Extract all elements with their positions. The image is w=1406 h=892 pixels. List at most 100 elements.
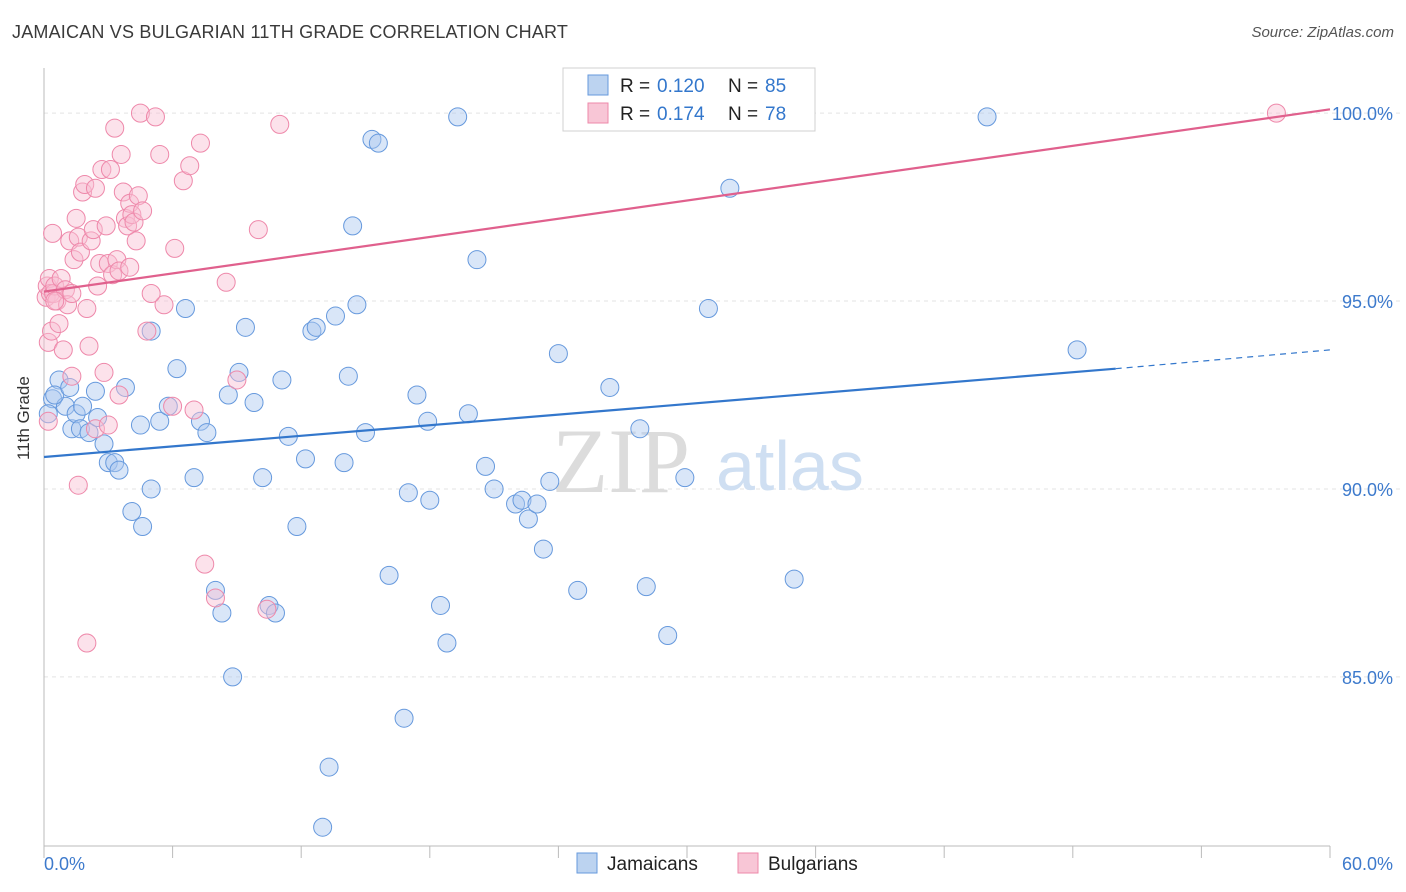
jamaicans-point xyxy=(190,411,210,431)
jamaicans-point xyxy=(229,362,249,382)
jamaicans-point xyxy=(540,471,560,491)
watermark: ZIP atlas xyxy=(552,410,864,512)
jamaicans-point xyxy=(184,468,204,488)
bulgarians-point xyxy=(85,178,105,198)
bulgarians-point xyxy=(120,257,140,277)
bulgarians-point xyxy=(190,133,210,153)
stats-legend-swatch-bulgarians xyxy=(587,102,609,124)
jamaicans-point xyxy=(223,667,243,687)
jamaicans-point xyxy=(122,501,142,521)
jamaicans-point xyxy=(313,817,333,837)
bulgarians-point xyxy=(58,295,78,315)
bulgarians-point xyxy=(130,103,150,123)
jamaicans-trend-line xyxy=(43,367,1116,459)
jamaicans-point xyxy=(407,385,427,405)
bulgarians-point xyxy=(64,250,84,270)
bulgarians-point xyxy=(68,475,88,495)
chart-title: JAMAICAN VS BULGARIAN 11TH GRADE CORRELA… xyxy=(12,22,569,42)
watermark-zip: ZIP xyxy=(552,410,690,512)
jamaicans-point xyxy=(379,565,399,585)
bulgarians-point xyxy=(51,268,71,288)
bulgarians-point xyxy=(49,314,69,334)
bulgarians-point xyxy=(103,265,123,285)
jamaicans-point xyxy=(527,494,547,514)
bulgarians-trend-line xyxy=(43,108,1331,293)
bulgarians-point xyxy=(141,284,161,304)
jamaicans-point xyxy=(85,381,105,401)
jamaicans-point xyxy=(347,295,367,315)
bulgarians-point xyxy=(100,159,120,179)
legend-label-bulgarians[interactable]: Bulgarians xyxy=(768,854,858,875)
bulgarians-point xyxy=(165,238,185,258)
jamaicans-point xyxy=(205,580,225,600)
bulgarians-points xyxy=(36,103,1286,653)
bulgarians-point xyxy=(68,227,88,247)
bulgarians-point xyxy=(216,272,236,292)
jamaicans-point xyxy=(338,366,358,386)
jamaicans-point xyxy=(977,107,997,127)
legend-swatch-bulgarians[interactable] xyxy=(737,852,759,874)
bulgarians-point xyxy=(66,208,86,228)
jamaicans-point xyxy=(476,456,496,476)
jamaicans-point xyxy=(272,370,292,390)
bulgarians-point xyxy=(73,182,93,202)
bulgarians-point xyxy=(42,321,62,341)
stats-legend: R = 0.120 N = 85 R = 0.174 N = 78 xyxy=(562,67,816,132)
bulgarians-point xyxy=(122,205,142,225)
jamaicans-point xyxy=(49,370,69,390)
jamaicans-point xyxy=(437,633,457,653)
jamaicans-point xyxy=(533,539,553,559)
stats-legend-swatch-jamaicans xyxy=(587,74,609,96)
jamaicans-point xyxy=(218,385,238,405)
watermark-atlas: atlas xyxy=(716,427,864,505)
bulgarians-point xyxy=(270,114,290,134)
bulgarians-point xyxy=(128,186,148,206)
bulgarians-point xyxy=(96,216,116,236)
jamaicans-point xyxy=(698,299,718,319)
bulgarians-point xyxy=(133,201,153,221)
jamaicans-point xyxy=(235,317,255,337)
jamaicans-point xyxy=(38,404,58,424)
jamaicans-point xyxy=(98,453,118,473)
bulgarians-point xyxy=(184,400,204,420)
trend-lines xyxy=(43,108,1331,459)
stats-r-label: R = xyxy=(620,76,650,97)
jamaicans-point xyxy=(506,494,526,514)
bulgarians-point xyxy=(154,295,174,315)
jamaicans-point xyxy=(150,411,170,431)
jamaicans-point xyxy=(568,580,588,600)
jamaicans-point xyxy=(368,133,388,153)
stats-n-value: 85 xyxy=(765,76,786,97)
bulgarians-point xyxy=(150,144,170,164)
x-tick-label: 0.0% xyxy=(44,854,85,874)
bulgarians-point xyxy=(163,396,183,416)
bulgarians-point xyxy=(145,107,165,127)
jamaicans-point xyxy=(287,517,307,537)
jamaicans-point xyxy=(394,708,414,728)
jamaicans-point xyxy=(431,595,451,615)
bulgarians-point xyxy=(43,223,63,243)
jamaicans-point xyxy=(512,490,532,510)
jamaicans-point xyxy=(175,299,195,319)
bulgarians-point xyxy=(83,220,103,240)
jamaicans-point xyxy=(636,577,656,597)
jamaicans-point xyxy=(334,453,354,473)
jamaicans-point xyxy=(73,396,93,416)
bulgarians-point xyxy=(195,554,215,574)
bulgarians-point xyxy=(45,291,65,311)
jamaicans-point xyxy=(467,250,487,270)
bulgarians-point xyxy=(53,340,73,360)
legend-label-jamaicans[interactable]: Jamaicans xyxy=(607,854,698,875)
jamaicans-point xyxy=(630,419,650,439)
bulgarians-point xyxy=(75,175,95,195)
legend-swatch-jamaicans[interactable] xyxy=(576,852,598,874)
jamaicans-point xyxy=(115,377,135,397)
jamaicans-point xyxy=(133,517,153,537)
jamaicans-point xyxy=(130,415,150,435)
bulgarians-point xyxy=(85,419,105,439)
source-credit: Source: ZipAtlas.com xyxy=(1251,24,1394,41)
jamaicans-point xyxy=(418,411,438,431)
jamaicans-point xyxy=(79,423,99,443)
jamaicans-point xyxy=(356,423,375,443)
